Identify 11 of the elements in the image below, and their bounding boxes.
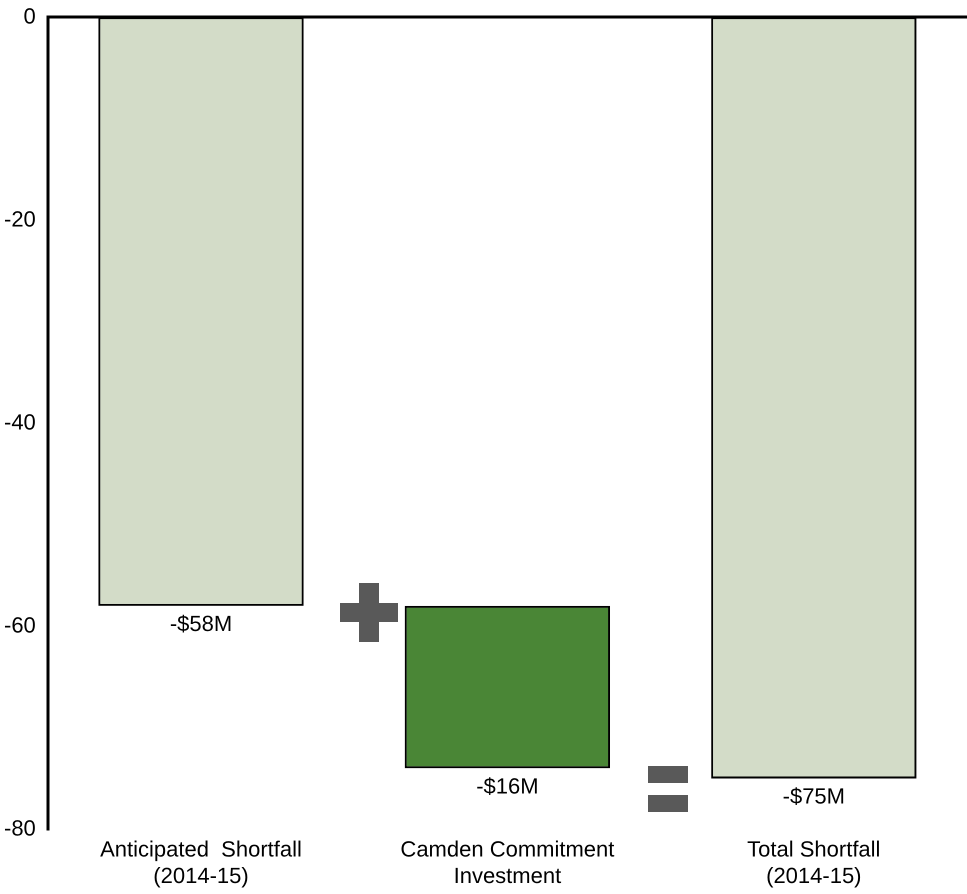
x-tick-label: Total Shortfall (2014-15) — [747, 836, 880, 888]
y-tick-label: -60 — [4, 612, 36, 638]
x-tick-label: Anticipated Shortfall (2014-15) — [100, 836, 302, 888]
data-label: -$75M — [782, 784, 845, 809]
y-tick-label: -80 — [4, 815, 36, 840]
data-label: -$58M — [170, 610, 232, 636]
y-tick-label: 0 — [24, 3, 36, 28]
x-tick-label: Camden Commitment Investment — [400, 836, 614, 888]
y-tick-label: -40 — [4, 409, 36, 434]
data-label: -$16M — [476, 773, 539, 798]
y-tick-label: -20 — [4, 206, 36, 232]
